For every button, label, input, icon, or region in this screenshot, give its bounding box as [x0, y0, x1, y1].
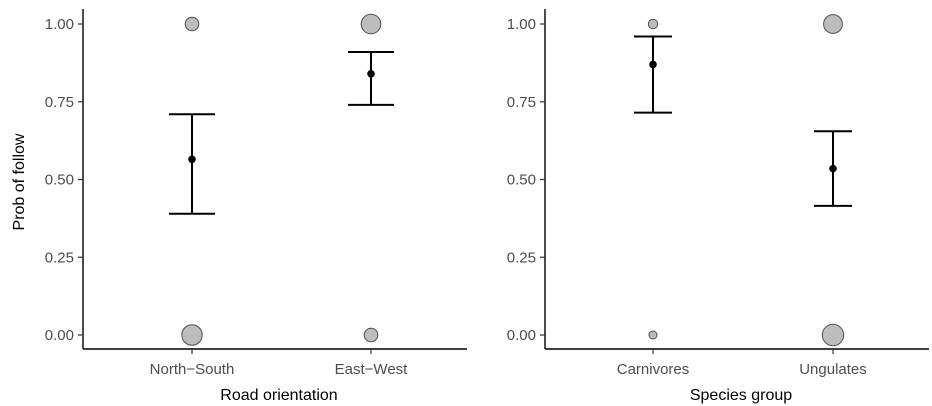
observation-bubble	[821, 323, 845, 347]
panel-road-orientation: 0.00 0.25 0.50 0.75 1.00 North−South East−West…	[45, 9, 467, 404]
y-tick-label: 1.00	[507, 16, 536, 33]
observation-bubble	[647, 18, 659, 30]
observation-bubble	[823, 14, 843, 34]
y-tick-label: 0.50	[45, 172, 74, 189]
x-tick-label: Carnivores	[617, 361, 690, 378]
y-tick-label: 0.00	[45, 327, 74, 344]
observation-bubble	[360, 13, 382, 35]
y-tick-label: 0.25	[507, 249, 536, 266]
y-tick-label: 0.00	[507, 327, 536, 344]
y-axis-title: Prob of follow	[11, 133, 28, 230]
observation-bubble	[184, 16, 200, 32]
y-tick-label: 0.75	[507, 94, 536, 111]
x-axis-title: Species group	[690, 387, 792, 404]
mean-point	[188, 155, 196, 164]
panel-species-group: 0.00 0.25 0.50 0.75 1.00 Carnivores Ungulates S…	[507, 9, 929, 404]
mean-point	[829, 164, 837, 173]
y-tick-label: 0.50	[507, 172, 536, 189]
mean-point	[367, 69, 375, 78]
observation-bubble	[363, 327, 379, 343]
y-tick-label: 0.25	[45, 249, 74, 266]
y-tick-label: 1.00	[45, 16, 74, 33]
x-axis-title: Road orientation	[220, 387, 337, 404]
x-tick-label: Ungulates	[799, 361, 867, 378]
observation-bubble	[181, 324, 203, 346]
mean-point	[649, 60, 657, 69]
x-tick-label: North−South	[150, 361, 235, 378]
x-tick-label: East−West	[335, 361, 409, 378]
observation-bubble	[648, 330, 658, 340]
y-tick-label: 0.75	[45, 94, 74, 111]
